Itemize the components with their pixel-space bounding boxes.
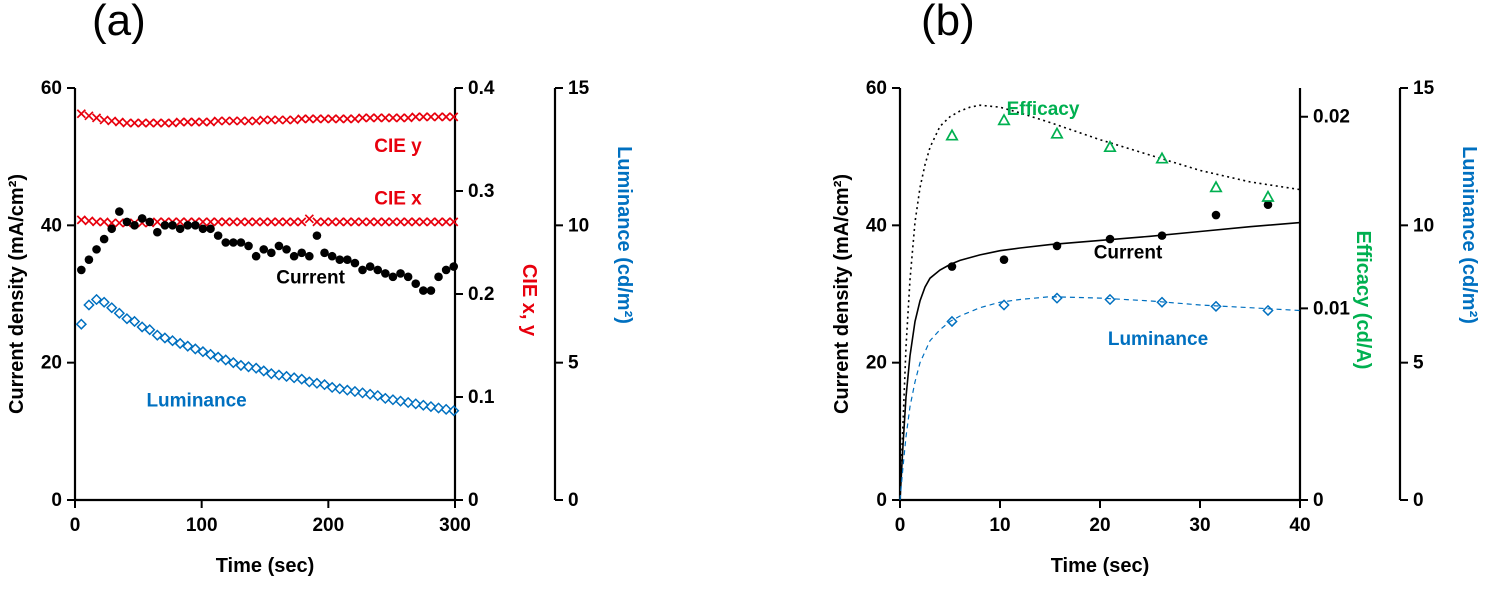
svg-text:20: 20 — [41, 353, 62, 374]
svg-text:0.3: 0.3 — [468, 181, 494, 202]
axis-right-1: 0 0.1 0.2 0.3 0.4 — [453, 78, 495, 511]
annotation-luminance: Luminance — [1108, 329, 1208, 350]
axis-title-left: Current density (mA/cm²) — [6, 174, 28, 414]
series-luminance-fit — [899, 296, 1301, 501]
svg-text:60: 60 — [866, 78, 887, 99]
series-current — [77, 207, 459, 295]
annotation-current: Current — [276, 268, 345, 289]
svg-text:40: 40 — [866, 215, 887, 236]
svg-text:0.2: 0.2 — [468, 284, 494, 305]
axis-title-right-2: Luminance (cd/m²) — [1458, 146, 1480, 324]
axis-title-right-2: Luminance (cd/m²) — [613, 146, 635, 324]
svg-text:0: 0 — [876, 490, 887, 511]
series-luminance — [75, 293, 460, 417]
axis-right-2: 0 5 10 15 — [1398, 78, 1435, 511]
svg-text:10: 10 — [1413, 215, 1434, 236]
panel-a-plot: 0 20 40 60 0 100 200 300 0 0.1 0.2 0.3 0.4 0 5 10 15 Curr… — [6, 78, 635, 577]
panel-b-label: (b) — [921, 0, 975, 45]
series-efficacy — [945, 113, 1275, 202]
annotation-cie-x: CIE x — [374, 188, 422, 209]
svg-text:0.02: 0.02 — [1313, 107, 1350, 128]
svg-text:20: 20 — [866, 353, 887, 374]
series-current-fit — [899, 221, 1301, 501]
svg-text:0: 0 — [70, 515, 81, 536]
svg-text:15: 15 — [1413, 78, 1435, 99]
axis-bottom: 0 10 20 30 40 — [895, 498, 1311, 536]
svg-text:0: 0 — [468, 490, 479, 511]
svg-text:5: 5 — [1413, 353, 1424, 374]
axis-title-left: Current density (mA/cm²) — [831, 174, 853, 414]
svg-text:60: 60 — [41, 78, 62, 99]
panel-a-label: (a) — [92, 0, 146, 45]
svg-text:5: 5 — [568, 353, 579, 374]
annotation-efficacy: Efficacy — [1007, 99, 1080, 120]
svg-text:40: 40 — [41, 215, 62, 236]
series-cie-y — [76, 109, 459, 128]
axis-title-x: Time (sec) — [1051, 555, 1150, 577]
axis-left: 0 20 40 60 — [866, 78, 902, 511]
svg-text:0: 0 — [1313, 490, 1324, 511]
svg-text:0: 0 — [895, 515, 906, 536]
svg-text:10: 10 — [989, 515, 1010, 536]
annotation-cie-y: CIE y — [374, 136, 422, 157]
svg-text:10: 10 — [568, 215, 589, 236]
axis-title-right-1: CIE x, y — [518, 264, 540, 337]
svg-text:0.01: 0.01 — [1313, 298, 1350, 319]
axis-title-x: Time (sec) — [216, 555, 315, 577]
axis-left: 0 20 40 60 — [41, 78, 77, 511]
annotation-current: Current — [1094, 242, 1163, 263]
series-current — [947, 200, 1273, 271]
svg-text:0: 0 — [51, 490, 62, 511]
svg-text:200: 200 — [312, 515, 344, 536]
svg-text:30: 30 — [1189, 515, 1210, 536]
svg-text:100: 100 — [186, 515, 218, 536]
series-luminance — [946, 292, 1274, 328]
annotation-luminance: Luminance — [146, 391, 246, 412]
axis-title-right-1: Efficacy (cd/A) — [1352, 231, 1374, 370]
svg-text:300: 300 — [439, 515, 471, 536]
svg-text:0: 0 — [568, 490, 579, 511]
svg-text:40: 40 — [1289, 515, 1310, 536]
axis-right-2: 0 5 10 15 — [553, 78, 590, 511]
svg-text:15: 15 — [568, 78, 590, 99]
svg-text:20: 20 — [1089, 515, 1110, 536]
axis-right-1: 0 0.01 0.02 — [1298, 88, 1350, 511]
svg-text:0: 0 — [1413, 490, 1424, 511]
svg-text:0.1: 0.1 — [468, 387, 495, 408]
series-efficacy-fit — [899, 104, 1301, 501]
axis-bottom: 0 100 200 300 — [70, 498, 471, 536]
svg-text:0.4: 0.4 — [468, 78, 495, 99]
